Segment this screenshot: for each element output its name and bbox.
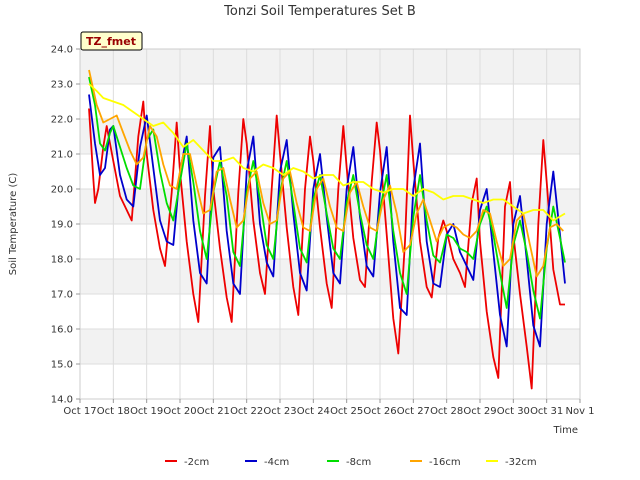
legend: -2cm -4cm -8cm -16cm -32cm [165, 457, 537, 468]
legend-item: -2cm [165, 457, 209, 468]
x-tick-label: Oct 31 [530, 406, 563, 417]
y-tick-label: 24.0 [51, 45, 73, 56]
x-tick-label: Nov 1 [565, 406, 594, 417]
annotation-box: TZ_fmet [80, 31, 143, 51]
legend-item: -4cm [245, 457, 289, 468]
x-tick-label: Oct 28 [430, 406, 463, 417]
plot-band [80, 329, 580, 364]
legend-label: -2cm [184, 457, 209, 468]
x-tick-label: Oct 23 [263, 406, 296, 417]
y-tick-label: 22.0 [51, 115, 73, 126]
legend-label: -4cm [264, 457, 289, 468]
annotation-box-bg [80, 31, 143, 51]
x-tick-label: Oct 30 [497, 406, 530, 417]
y-tick-label: 19.0 [51, 220, 73, 231]
legend-label: -32cm [505, 457, 537, 468]
x-axis-label: Time [553, 425, 578, 436]
plot-band [80, 364, 580, 399]
legend-label: -16cm [429, 457, 461, 468]
x-axis-ticks: Oct 17 Oct 18 Oct 19 Oct 20 Oct 21 Oct 22 Oct … [63, 399, 595, 417]
series-line-4 [88, 69, 564, 278]
y-tick-label: 20.0 [51, 185, 73, 196]
y-tick-label: 16.0 [51, 325, 73, 336]
x-tick-label: Oct 20 [163, 406, 196, 417]
plot-band [80, 119, 580, 154]
annotation-text: TZ_fmet [86, 35, 136, 48]
x-tick-label: Oct 21 [197, 406, 230, 417]
y-axis-ticks: 14.0 15.0 16.0 17.0 18.0 19.0 20.0 21.0 22.0 23.0… [51, 45, 80, 406]
x-tick-label: Oct 22 [230, 406, 263, 417]
chart-title: Tonzi Soil Temperatures Set B [223, 4, 416, 19]
legend-label: -8cm [346, 457, 371, 468]
y-tick-label: 15.0 [51, 360, 73, 371]
x-tick-label: Oct 27 [397, 406, 430, 417]
x-tick-label: Oct 29 [463, 406, 496, 417]
series-line-5 [88, 83, 566, 222]
y-tick-label: 14.0 [51, 395, 73, 406]
series-line-1 [88, 100, 565, 390]
series-lines [88, 69, 566, 390]
x-tick-label: Oct 19 [130, 406, 163, 417]
plot-band [80, 49, 580, 84]
x-tick-label: Oct 18 [97, 406, 130, 417]
y-tick-label: 23.0 [51, 80, 73, 91]
plot-band [80, 84, 580, 119]
y-axis-label: Soil Temperature (C) [8, 173, 19, 276]
x-tick-label: Oct 25 [330, 406, 363, 417]
y-tick-label: 21.0 [51, 150, 73, 161]
x-tick-label: Oct 17 [63, 406, 96, 417]
series-line-2 [88, 94, 566, 348]
legend-item: -8cm [327, 457, 371, 468]
x-tick-label: Oct 24 [297, 406, 330, 417]
y-tick-label: 17.0 [51, 290, 73, 301]
y-tick-label: 18.0 [51, 255, 73, 266]
legend-item: -16cm [410, 457, 461, 468]
x-tick-label: Oct 26 [363, 406, 396, 417]
legend-item: -32cm [486, 457, 537, 468]
series-line-3 [88, 76, 566, 320]
